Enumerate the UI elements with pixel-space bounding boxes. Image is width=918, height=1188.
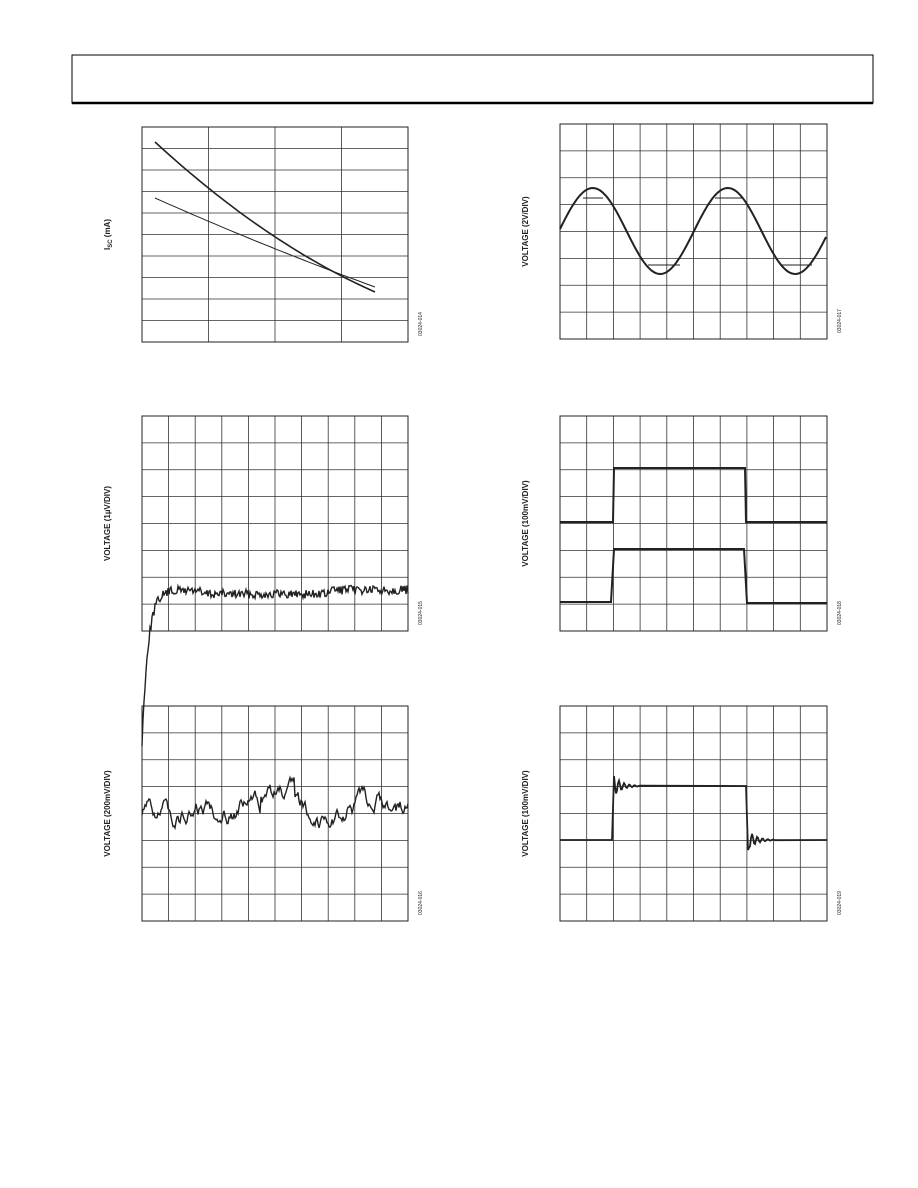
figure-code: 03024-019: [837, 891, 843, 915]
plot-frame: [141, 126, 409, 343]
y-axis-label: ISC (mA): [103, 219, 114, 250]
y-label-text: VOLTAGE (100mV/DIV): [521, 770, 530, 857]
figure-code: 03024-014: [418, 312, 424, 336]
y-label-text: VOLTAGE (2V/DIV): [521, 196, 530, 267]
y-axis-label: VOLTAGE (200mV/DIV): [103, 770, 112, 857]
step-response: [560, 775, 828, 851]
y-label-text: VOLTAGE (1µV/DIV): [103, 486, 112, 561]
y-label-unit: (mA): [103, 219, 112, 240]
y-axis-label: VOLTAGE (100mV/DIV): [521, 480, 530, 567]
waveform: [559, 186, 827, 276]
plot-frame: [141, 415, 409, 632]
y-label-text: I: [103, 248, 112, 250]
square-wave: [560, 548, 827, 604]
y-axis-label: VOLTAGE (2V/DIV): [521, 196, 530, 267]
y-axis-label: VOLTAGE (1µV/DIV): [103, 486, 112, 561]
figure-code: 03024-015: [418, 601, 424, 625]
y-label-text: VOLTAGE (100mV/DIV): [521, 480, 530, 567]
noise-trace: [141, 775, 409, 831]
y-label-sub: SC: [108, 239, 114, 248]
noise-trace: [141, 583, 409, 746]
y-axis-label: VOLTAGE (100mV/DIV): [521, 770, 530, 857]
plot-frame: [559, 415, 828, 632]
figure-code: 03024-017: [837, 309, 843, 333]
plot-frame: [559, 705, 828, 922]
curve: [154, 197, 376, 288]
plot-frame: [559, 123, 828, 340]
figure-code: 03024-018: [837, 601, 843, 625]
square-wave: [560, 467, 827, 523]
header-box: [71, 54, 874, 104]
y-label-text: VOLTAGE (200mV/DIV): [103, 770, 112, 857]
curve: [154, 141, 376, 293]
figure-code: 03024-016: [418, 891, 424, 915]
